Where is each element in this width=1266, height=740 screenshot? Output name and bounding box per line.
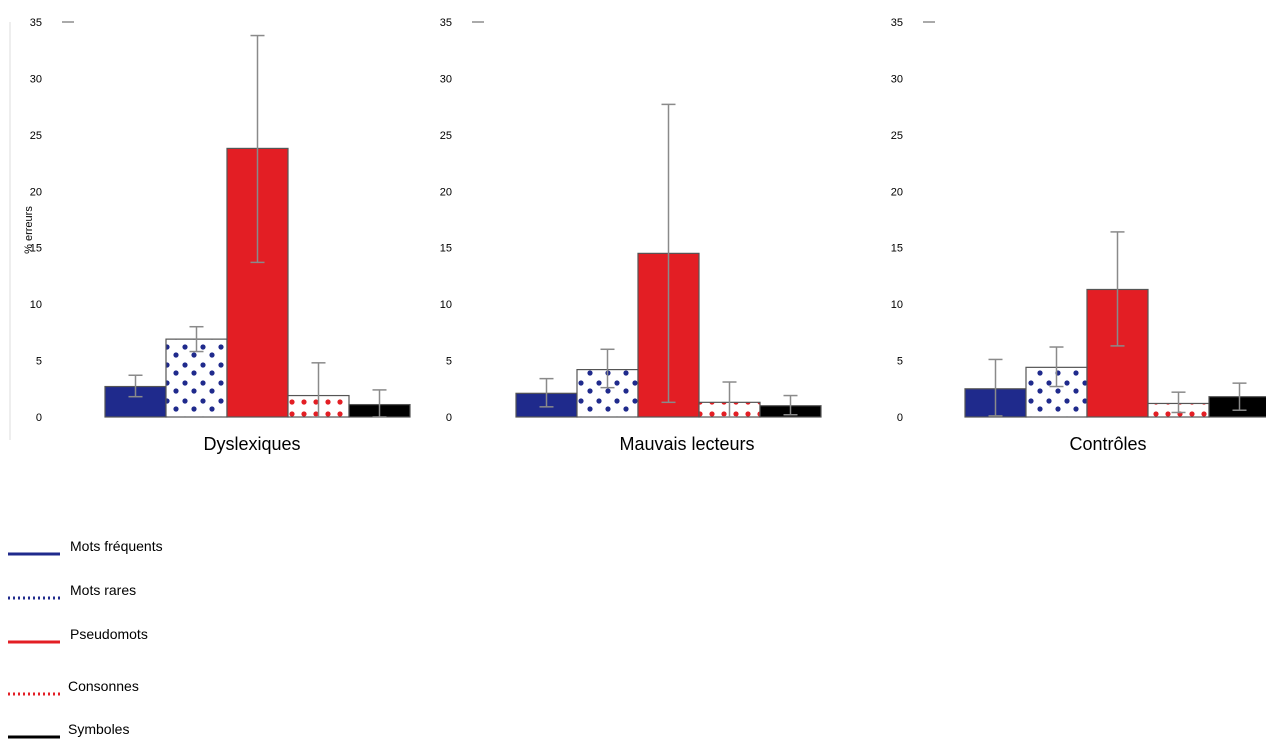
legend-item-symboles: Symboles: [8, 721, 129, 739]
y-tick-label: 5: [36, 356, 42, 368]
chart-panel-mauvais-lecteurs: 0 5 10 15 20 25 30 35 Mauvais lecteurs: [440, 17, 822, 454]
y-tick-label: 0: [36, 412, 42, 424]
y-tick-label: 5: [897, 356, 903, 368]
chart-panel-controles: 0 5 10 15 20 25 30 35 Contrôles: [891, 17, 1266, 454]
y-tick-label: 35: [440, 17, 452, 29]
legend-label: Symboles: [68, 721, 129, 737]
y-tick-label: 35: [891, 17, 903, 29]
y-tick-label: 30: [891, 73, 903, 85]
y-tick-label: 0: [446, 412, 452, 424]
y-tick-label: 30: [30, 73, 42, 85]
y-axis-label: % erreurs: [23, 206, 35, 254]
y-tick-label: 20: [891, 186, 903, 198]
y-tick-label: 25: [891, 130, 903, 142]
y-tick-label: 5: [446, 356, 452, 368]
y-tick-label: 10: [440, 299, 452, 311]
y-tick-label: 20: [440, 186, 452, 198]
panel-title: Mauvais lecteurs: [619, 434, 754, 454]
legend-label: Consonnes: [68, 678, 139, 694]
legend-item-mots-rares: Mots rares: [8, 582, 136, 600]
legend-item-consonnes: Consonnes: [8, 678, 139, 696]
y-tick-label: 15: [440, 243, 452, 255]
panel-title: Dyslexiques: [203, 434, 300, 454]
y-tick-label: 15: [891, 243, 903, 255]
y-tick-label: 30: [440, 73, 452, 85]
legend-label: Mots fréquents: [70, 538, 163, 554]
bar-symboles: [1208, 396, 1266, 418]
y-tick-label: 0: [897, 412, 903, 424]
legend-item-pseudomots: Pseudomots: [8, 626, 148, 644]
legend-label: Mots rares: [70, 582, 136, 598]
panel-title: Contrôles: [1069, 434, 1146, 454]
y-tick-label: 10: [30, 299, 42, 311]
y-tick-label: 25: [440, 130, 452, 142]
y-tick-label: 15: [30, 243, 42, 255]
y-tick-label: 25: [30, 130, 42, 142]
legend: Mots fréquents Mots rares Pseudomots Conson…: [8, 538, 163, 739]
chart-panel-dyslexiques: 0 5 10 15 20 25 30 35 % erreurs Dyslexiques: [9, 17, 411, 454]
legend-label: Pseudomots: [70, 626, 148, 642]
y-tick-label: 20: [30, 186, 42, 198]
y-tick-label: 35: [30, 17, 42, 29]
y-tick-label: 10: [891, 299, 903, 311]
legend-item-mots-frequents: Mots fréquents: [8, 538, 163, 556]
